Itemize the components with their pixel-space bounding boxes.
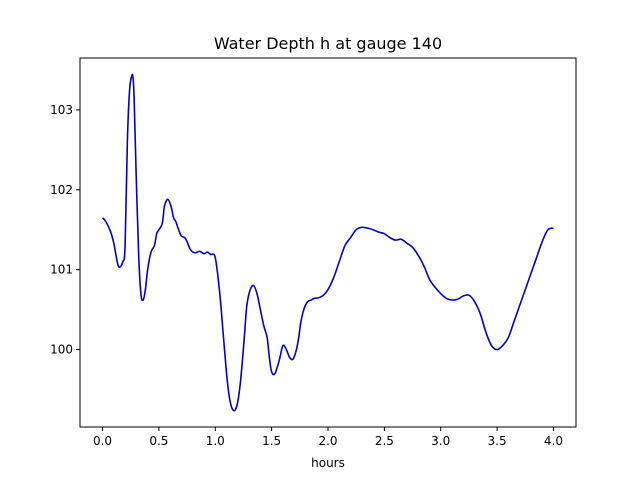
series-line — [101, 73, 554, 412]
x-tick-label: 3.5 — [488, 434, 507, 448]
x-axis-ticks: 0.0 0.5 1.0 1.5 2.0 2.5 3.0 3.5 4.0 — [93, 427, 563, 448]
y-tick-label: 100 — [50, 343, 73, 357]
x-axis-label: hours — [311, 456, 345, 470]
y-tick-label: 101 — [50, 263, 73, 277]
chart-title: Water Depth h at gauge 140 — [214, 34, 442, 53]
x-tick-label: 0.0 — [93, 434, 112, 448]
x-tick-label: 4.0 — [544, 434, 563, 448]
y-tick-label: 102 — [50, 183, 73, 197]
x-tick-label: 2.5 — [375, 434, 394, 448]
y-tick-label: 103 — [50, 103, 73, 117]
x-tick-label: 1.5 — [262, 434, 281, 448]
x-tick-label: 3.0 — [431, 434, 450, 448]
series-layer — [101, 73, 554, 412]
x-tick-label: 2.0 — [318, 434, 337, 448]
y-axis-ticks: 100 101 102 103 — [50, 103, 80, 357]
x-tick-label: 1.0 — [206, 434, 225, 448]
x-tick-label: 0.5 — [149, 434, 168, 448]
